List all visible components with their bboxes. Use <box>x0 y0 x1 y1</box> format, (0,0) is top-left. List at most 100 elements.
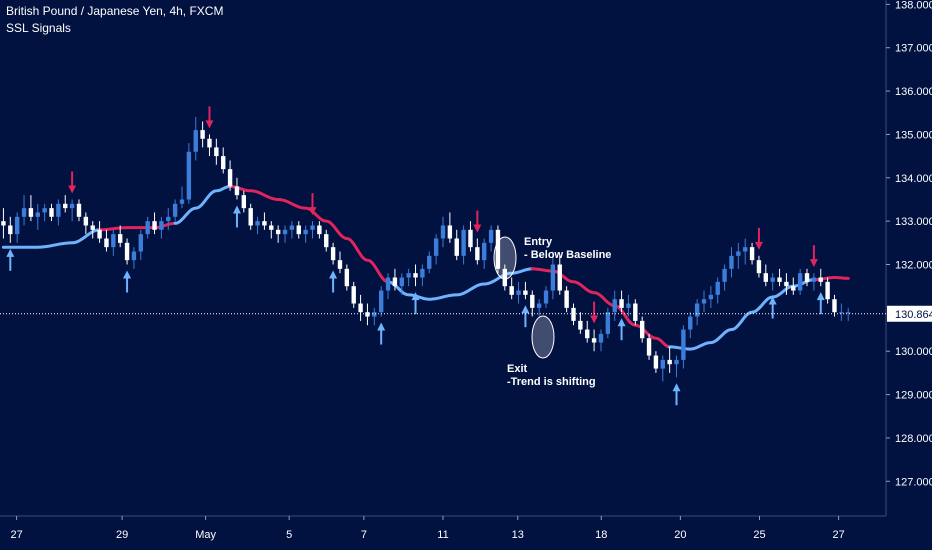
candle-body <box>550 264 556 291</box>
entry-title: Entry <box>524 236 553 248</box>
y-tick-label: 128.000 <box>895 433 932 445</box>
candle-body <box>447 225 453 239</box>
x-tick-label: 5 <box>286 529 292 541</box>
candle-body <box>688 316 693 330</box>
y-tick-label: 138.000 <box>895 0 932 11</box>
candle-body <box>385 277 391 291</box>
candle-body <box>406 273 411 278</box>
candle-body <box>715 281 720 295</box>
last-price-label: 130.864 <box>895 309 932 321</box>
x-tick-label: 20 <box>674 529 686 541</box>
candle-body <box>179 199 185 204</box>
candle-body <box>145 221 150 235</box>
candle-body <box>770 277 775 282</box>
candle-body <box>56 203 61 217</box>
x-tick-label: 25 <box>753 529 765 541</box>
candle-body <box>42 208 47 213</box>
candle-body <box>756 260 762 274</box>
candle-body <box>797 273 803 291</box>
candle-body <box>667 359 672 365</box>
candle-body <box>825 281 830 300</box>
sell-arrow-head <box>590 315 599 324</box>
sell-arrow-head <box>308 207 317 216</box>
baseline-segment <box>1 228 102 249</box>
candle-body <box>124 242 130 261</box>
candle-body <box>392 277 398 287</box>
candle-body <box>344 268 350 287</box>
candle-body <box>633 303 638 321</box>
candle-body <box>372 312 377 317</box>
candle-body <box>104 238 109 248</box>
candle-body <box>585 329 590 339</box>
y-tick-label: 130.000 <box>895 346 932 358</box>
candle-body <box>564 290 569 308</box>
candle-body <box>791 286 796 291</box>
candle-body <box>818 277 823 282</box>
buy-arrow-head <box>6 248 15 257</box>
candle-body <box>193 130 198 152</box>
indicator-label[interactable]: SSL Signals <box>6 21 71 35</box>
candle-body <box>591 338 597 343</box>
candle-body <box>777 277 782 282</box>
candle-body <box>207 138 212 148</box>
candle-body <box>832 299 837 313</box>
buy-arrow-head <box>672 383 681 392</box>
candle-body <box>275 229 281 235</box>
candle-body <box>90 225 95 230</box>
candle-body <box>282 229 288 235</box>
candle-body <box>639 320 645 339</box>
candle-body <box>248 208 253 226</box>
x-tick-label: 11 <box>437 529 448 541</box>
candle-body <box>8 225 13 235</box>
exit-text: -Trend is shifting <box>507 376 596 388</box>
candle-body <box>255 221 260 226</box>
price-axis[interactable]: 138.000 137.000 136.000 135.000 134.000 133.0… <box>0 0 932 517</box>
sell-arrow-head <box>809 259 818 268</box>
candle-body <box>337 260 343 269</box>
candle-body <box>200 130 205 139</box>
candle-body <box>241 195 247 209</box>
candle-body <box>310 225 315 230</box>
candle-body <box>28 208 34 217</box>
candle-body <box>475 247 480 261</box>
x-tick-label: 7 <box>361 529 367 541</box>
y-tick-label: 134.000 <box>895 173 932 185</box>
chart-title: British Pound / Japanese Yen, 4h, FXCM <box>6 4 224 18</box>
buy-arrow-head <box>768 296 777 305</box>
candle-body <box>536 303 542 308</box>
candle-body <box>1 221 6 226</box>
sell-arrow-head <box>205 120 214 129</box>
baseline-segment <box>228 185 390 284</box>
candle-body <box>736 251 741 256</box>
baseline-segment <box>668 278 816 351</box>
candle-body <box>482 242 487 261</box>
buy-arrow-head <box>411 292 420 301</box>
candle-body <box>509 286 514 295</box>
candle-body <box>433 238 439 256</box>
time-axis[interactable]: 27 29 May 5 7 11 13 18 20 25 27 <box>10 516 845 541</box>
candle-body <box>598 333 604 343</box>
candle-body <box>14 216 20 235</box>
candle-body <box>166 216 171 222</box>
y-tick-label: 135.000 <box>895 129 932 141</box>
candle-body <box>399 277 404 287</box>
candle-body <box>468 229 473 248</box>
candle-body <box>296 225 301 235</box>
candle-body <box>63 203 68 209</box>
candle-body <box>365 312 370 317</box>
annotations: Entry - Below Baseline Exit -Trend is sh… <box>493 236 611 388</box>
y-tick-label: 136.000 <box>895 86 932 98</box>
candle-body <box>743 247 748 252</box>
candle-body <box>234 186 240 196</box>
candle-body <box>495 229 501 269</box>
candle-body <box>811 277 817 282</box>
candle-body <box>612 299 617 313</box>
candle-body <box>413 273 418 278</box>
candle-body <box>97 229 102 239</box>
signal-arrows <box>6 106 825 406</box>
buy-arrow-head <box>123 270 132 279</box>
candle-body <box>729 255 734 269</box>
baseline-segment <box>98 221 177 232</box>
candle-body <box>111 234 116 248</box>
